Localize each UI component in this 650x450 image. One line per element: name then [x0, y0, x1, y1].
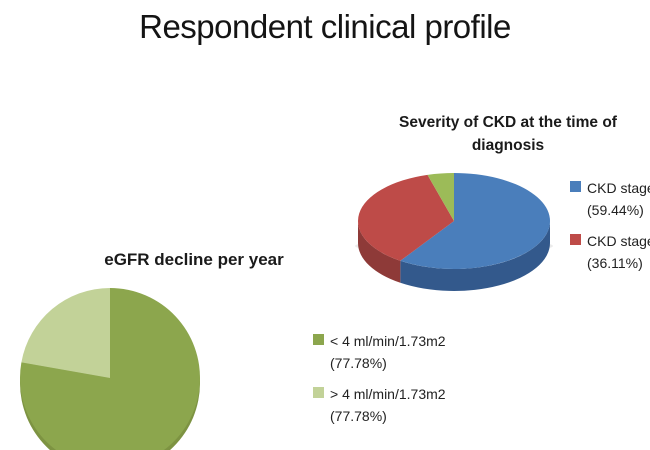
- legend-text: > 4 ml/min/1.73m2 (77.78%): [330, 383, 446, 427]
- blue-legend-swatch-icon: [570, 181, 581, 192]
- red-legend-swatch-icon: [570, 234, 581, 245]
- legend-pct: (36.11%): [587, 255, 643, 271]
- legend-text: CKD stage (59.44%): [587, 177, 650, 221]
- legend-text: CKD stage (36.11%): [587, 230, 650, 274]
- legend-label: CKD stage: [587, 180, 650, 196]
- ckd-legend: CKD stage (59.44%) CKD stage (36.11%): [570, 177, 650, 283]
- legend-label: > 4 ml/min/1.73m2: [330, 386, 446, 402]
- legend-pct: (77.78%): [330, 355, 387, 371]
- legend-label: CKD stage: [587, 233, 650, 249]
- egfr-legend: < 4 ml/min/1.73m2 (77.78%) > 4 ml/min/1.…: [313, 330, 446, 436]
- lightgreen-legend-swatch-icon: [313, 387, 324, 398]
- legend-item-ckd-stage-red: CKD stage (36.11%): [570, 230, 650, 274]
- legend-pct: (59.44%): [587, 202, 644, 218]
- legend-item-egfr-gt4: > 4 ml/min/1.73m2 (77.78%): [313, 383, 446, 427]
- ckd-chart-title: Severity of CKD at the time of diagnosis: [399, 114, 617, 154]
- legend-text: < 4 ml/min/1.73m2 (77.78%): [330, 330, 446, 374]
- legend-pct: (77.78%): [330, 408, 387, 424]
- page-title: Respondent clinical profile: [139, 8, 511, 45]
- legend-item-ckd-stage-blue: CKD stage (59.44%): [570, 177, 650, 221]
- legend-item-egfr-lt4: < 4 ml/min/1.73m2 (77.78%): [313, 330, 446, 374]
- legend-label: < 4 ml/min/1.73m2: [330, 333, 446, 349]
- egfr-chart-title: eGFR decline per year: [104, 250, 284, 269]
- olive-legend-swatch-icon: [313, 334, 324, 345]
